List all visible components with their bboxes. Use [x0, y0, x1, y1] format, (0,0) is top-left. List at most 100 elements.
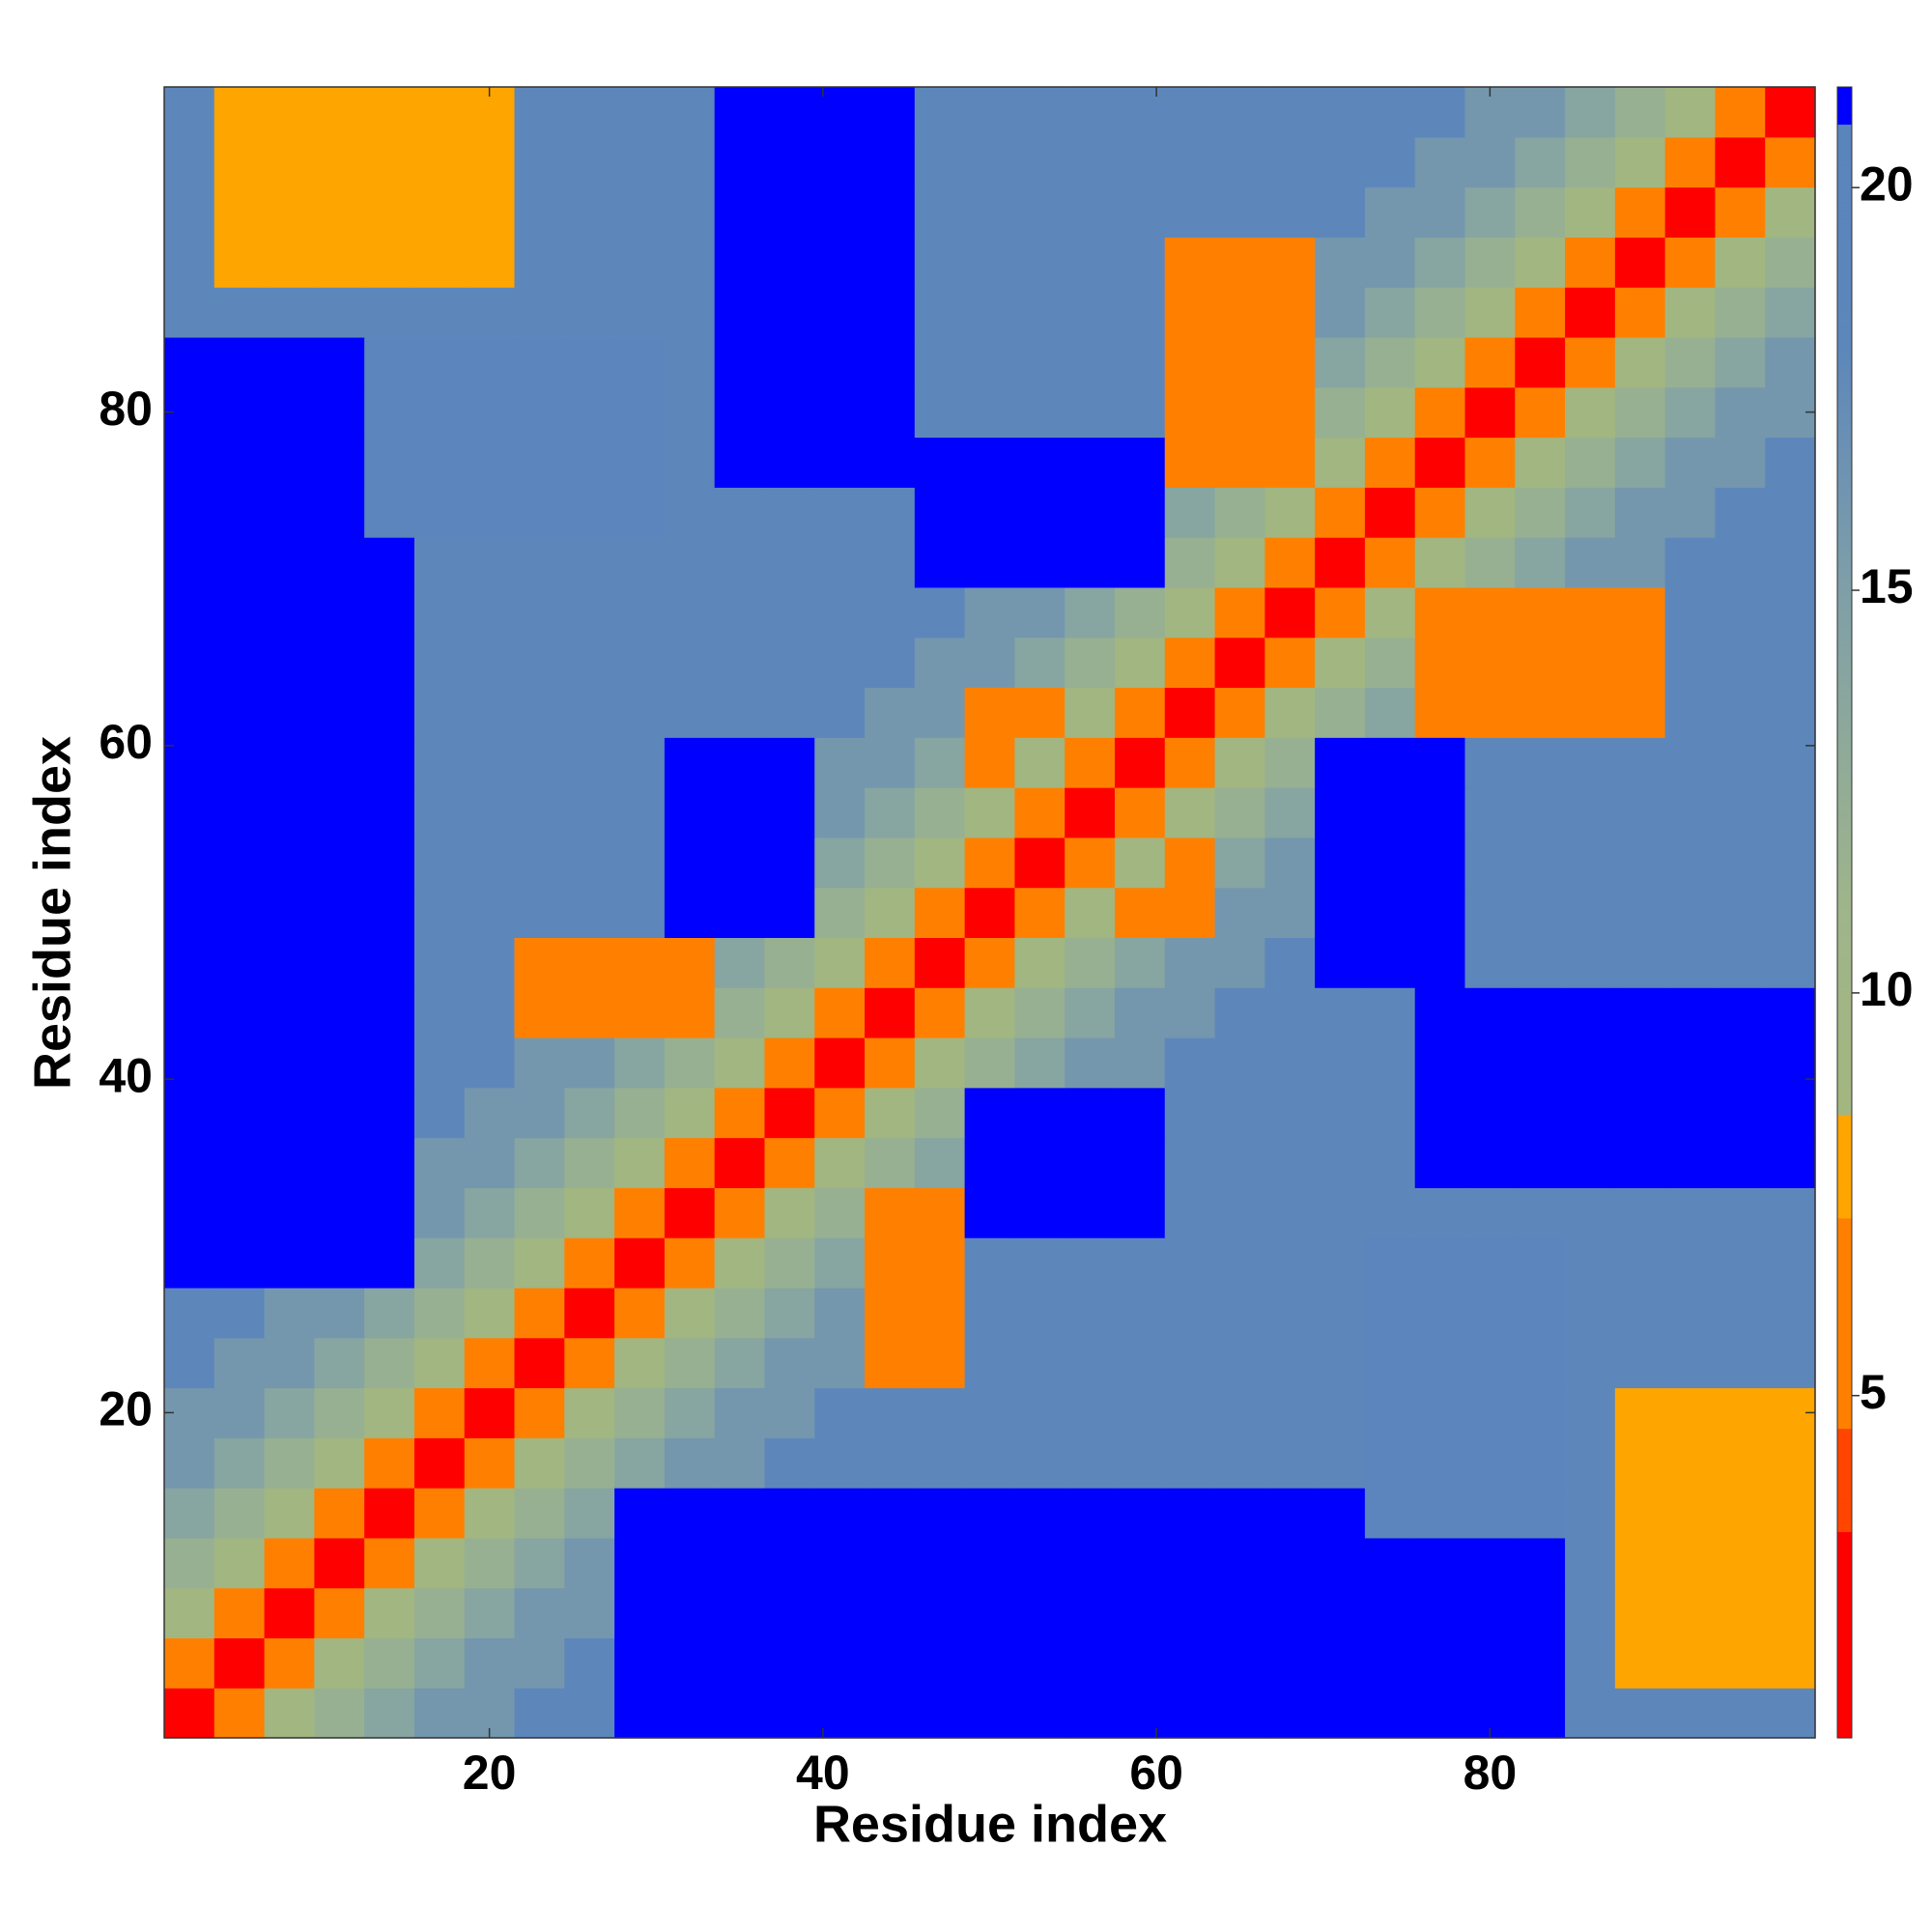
- heatmap-cell: [413, 1337, 466, 1389]
- heatmap-cell: [1065, 987, 1116, 1038]
- heatmap-cell: [1664, 136, 1717, 188]
- colorbar-slice: [1837, 351, 1852, 356]
- heatmap-cell: [865, 1087, 916, 1139]
- colorbar-slice: [1837, 334, 1852, 340]
- colorbar-slice: [1837, 1188, 1852, 1194]
- heatmap-cell: [164, 1537, 215, 1589]
- heatmap-cell: [865, 1387, 916, 1438]
- colorbar-slice: [1837, 643, 1852, 649]
- heatmap-cell: [614, 887, 666, 938]
- heatmap-cell: [514, 1437, 565, 1489]
- heatmap-cell: [1214, 1187, 1265, 1238]
- heatmap-cell: [514, 487, 565, 538]
- heatmap-cell: [1614, 287, 1666, 338]
- colorbar-slice: [1837, 631, 1852, 637]
- heatmap-cell: [1414, 237, 1466, 288]
- colorbar-slice: [1837, 636, 1852, 641]
- heatmap-cell: [664, 1237, 716, 1289]
- heatmap-cell: [564, 1437, 615, 1489]
- heatmap-cell: [764, 987, 815, 1038]
- heatmap-cell: [1464, 336, 1516, 388]
- y-axis-label: Residue index: [23, 736, 81, 1090]
- heatmap-cell: [1214, 637, 1265, 689]
- plot-frame: [163, 86, 1816, 1739]
- heatmap-cell: [964, 1087, 1015, 1139]
- heatmap-cell: [564, 937, 615, 988]
- heatmap-cell: [1315, 386, 1366, 439]
- heatmap-cell: [1464, 1387, 1516, 1438]
- heatmap-cell: [1264, 637, 1316, 689]
- colorbar-slice: [1837, 495, 1852, 500]
- heatmap-cell: [213, 737, 266, 788]
- colorbar-slice: [1837, 1515, 1852, 1520]
- heatmap-cell: [1414, 1287, 1466, 1339]
- heatmap-cell: [1164, 837, 1216, 889]
- heatmap-cell: [614, 287, 666, 338]
- heatmap-cell: [1264, 537, 1316, 588]
- heatmap-cell: [814, 1137, 866, 1188]
- heatmap-cell: [464, 136, 516, 188]
- heatmap-cell: [1164, 1537, 1216, 1589]
- colorbar-slice: [1837, 1122, 1852, 1128]
- heatmap-cell: [614, 437, 666, 488]
- heatmap-cell: [865, 586, 916, 639]
- colorbar-slice: [1837, 235, 1852, 241]
- colorbar-slice: [1837, 1130, 1852, 1136]
- heatmap-cell: [1364, 386, 1416, 439]
- colorbar-slice: [1837, 953, 1852, 959]
- heatmap-cell: [1214, 1237, 1265, 1289]
- heatmap-cell: [1765, 87, 1816, 138]
- heatmap-cell: [1214, 186, 1265, 238]
- heatmap-cell: [1014, 1587, 1065, 1639]
- heatmap-cell: [1014, 537, 1065, 588]
- colorbar-slice: [1837, 1556, 1852, 1561]
- colorbar-slice: [1837, 1197, 1852, 1203]
- heatmap-cell: [714, 1237, 766, 1289]
- heatmap-cell: [1164, 1637, 1216, 1689]
- heatmap-cell: [264, 487, 315, 538]
- heatmap-cell: [314, 1637, 365, 1689]
- heatmap-cell: [1264, 1587, 1316, 1639]
- heatmap-cell: [865, 1488, 916, 1539]
- heatmap-cell: [1464, 1237, 1516, 1289]
- heatmap-cell: [1565, 637, 1616, 689]
- colorbar-slice: [1837, 185, 1852, 191]
- heatmap-cell: [1414, 487, 1466, 538]
- colorbar-slice: [1837, 665, 1852, 670]
- heatmap-cell: [564, 586, 615, 639]
- colorbar-slice: [1837, 590, 1852, 596]
- heatmap-cell: [364, 1037, 415, 1089]
- heatmap-cell: [1664, 787, 1717, 838]
- heatmap-cell: [164, 837, 215, 889]
- heatmap-cell: [1214, 1587, 1265, 1639]
- colorbar-slice: [1837, 1704, 1852, 1710]
- colorbar-slice: [1837, 429, 1852, 435]
- heatmap-cell: [914, 537, 966, 588]
- heatmap-cell: [264, 437, 315, 488]
- heatmap-cell: [1765, 487, 1816, 538]
- colorbar-slice: [1837, 821, 1852, 827]
- heatmap-cell: [514, 537, 565, 588]
- heatmap-cell: [1515, 136, 1566, 188]
- heatmap-cell: [1515, 487, 1566, 538]
- heatmap-cell: [1765, 1287, 1816, 1339]
- heatmap-cell: [1315, 1688, 1366, 1739]
- colorbar-slice: [1837, 1263, 1852, 1268]
- heatmap-cell: [514, 237, 565, 288]
- colorbar-slice: [1837, 1250, 1852, 1256]
- heatmap-cell: [814, 437, 866, 488]
- heatmap-cell: [1765, 1237, 1816, 1289]
- heatmap-cell: [1515, 887, 1566, 938]
- heatmap-cell: [1364, 1437, 1416, 1489]
- heatmap-cell: [865, 1537, 916, 1589]
- colorbar-slice: [1837, 1457, 1852, 1463]
- heatmap-cell: [213, 987, 266, 1038]
- heatmap-cell: [164, 737, 215, 788]
- heatmap-cell: [264, 1187, 315, 1238]
- heatmap-cell: [1315, 336, 1366, 388]
- heatmap-cell: [1464, 237, 1516, 288]
- heatmap-cell: [1464, 1087, 1516, 1139]
- colorbar-slice: [1837, 177, 1852, 183]
- heatmap-cell: [564, 1688, 615, 1739]
